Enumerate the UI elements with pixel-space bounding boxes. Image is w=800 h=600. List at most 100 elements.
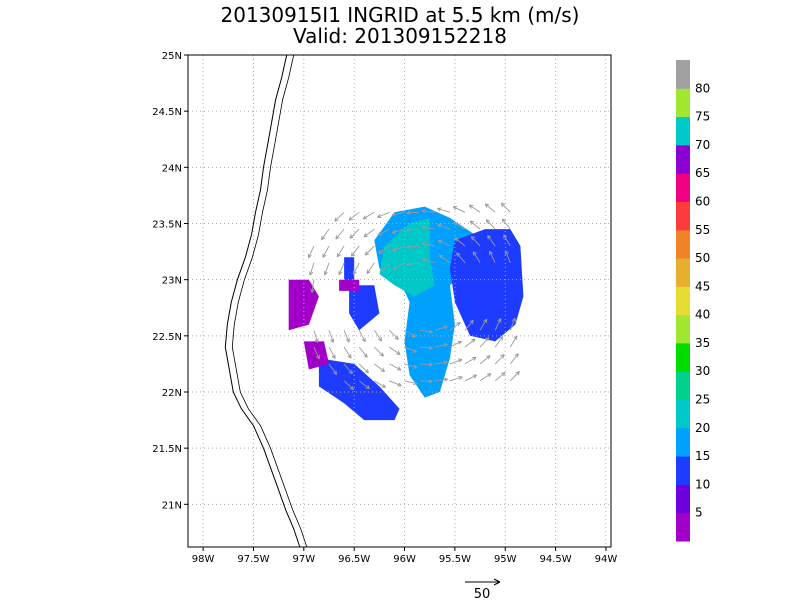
wind-vector-head xyxy=(454,237,459,242)
wind-vector-head xyxy=(470,235,476,241)
wind-vector xyxy=(484,203,496,213)
wind-vector xyxy=(358,329,366,343)
wind-vector xyxy=(321,228,330,240)
wind-vector-head xyxy=(456,321,461,327)
wind-vector xyxy=(362,211,375,220)
reference-vector-label: 50 xyxy=(474,587,491,600)
wind-vector-head xyxy=(498,336,504,341)
wind-vector-head xyxy=(511,317,516,323)
wind-vector-head xyxy=(379,268,385,273)
wind-vector xyxy=(358,363,369,374)
wind-vector-head xyxy=(310,288,315,293)
wind-vector-head xyxy=(443,343,448,348)
wind-vector-head xyxy=(471,338,476,343)
wind-vector xyxy=(509,353,519,365)
wind-vector xyxy=(419,380,433,382)
wind-vector xyxy=(509,335,518,348)
wind-vector xyxy=(311,279,315,293)
wind-vector-head xyxy=(377,213,382,218)
wind-vector-head xyxy=(322,253,327,258)
wind-vector xyxy=(464,338,476,348)
wind-vector xyxy=(380,262,390,273)
wind-vector-head xyxy=(421,225,426,230)
x-tick-labels: 98W 97.5W 97W 96.5W 96W 95.5W 95W 94.5W 94W xyxy=(192,554,618,565)
wind-vector-head xyxy=(309,271,314,276)
wind-vector-head xyxy=(348,369,353,375)
wind-vector-head xyxy=(406,262,411,267)
wind-vector xyxy=(503,234,511,247)
wind-vector xyxy=(421,226,435,230)
colorbar-swatch xyxy=(676,484,690,514)
wind-vector xyxy=(464,319,474,331)
colorbar-swatch xyxy=(676,399,690,429)
wind-vector-head xyxy=(381,383,386,388)
colorbar-label: 65 xyxy=(695,166,710,180)
wind-vector xyxy=(505,250,511,263)
wind-vector xyxy=(373,346,384,357)
reference-arrowhead xyxy=(493,578,501,586)
wind-vector-head xyxy=(515,371,520,376)
colorbar-swatch xyxy=(676,144,690,174)
wind-vector-head xyxy=(456,252,461,257)
wind-vector-head xyxy=(486,355,491,360)
colorbar-label: 60 xyxy=(695,195,710,209)
colorbar-label: 40 xyxy=(695,308,710,322)
wind-vector-head xyxy=(412,348,417,353)
y-tick-label: 22N xyxy=(162,388,182,399)
wind-vector-head xyxy=(437,239,443,244)
colorbar-swatch xyxy=(676,173,690,202)
wind-vector-head xyxy=(500,202,506,207)
colorbar-swatch xyxy=(676,88,690,118)
wind-vector-head xyxy=(472,374,478,379)
wind-vector xyxy=(437,208,451,213)
wind-vector-head xyxy=(439,254,444,259)
wind-vector xyxy=(313,346,320,360)
y-tick-label: 25N xyxy=(162,51,182,62)
wind-vector-head xyxy=(363,353,368,358)
wind-vector-head xyxy=(412,364,418,369)
colorbar-label: 15 xyxy=(695,449,710,463)
wind-vector xyxy=(439,254,451,264)
colorbar-label: 30 xyxy=(695,364,710,378)
wind-vector xyxy=(449,340,462,348)
wind-vector xyxy=(350,245,360,257)
wind-vector-head xyxy=(397,382,402,387)
wind-vector-head xyxy=(443,325,448,330)
x-tick-label: 95W xyxy=(494,554,517,565)
wind-vector-head xyxy=(469,319,474,325)
wind-vector-head xyxy=(349,385,354,391)
colorbar-swatch xyxy=(676,116,690,146)
wind-vector xyxy=(391,211,405,216)
wind-vector xyxy=(348,211,360,221)
y-tick-label: 23.5N xyxy=(152,219,182,230)
wind-vector xyxy=(479,355,491,365)
wind-vector xyxy=(377,211,390,218)
wind-vector-head xyxy=(497,318,502,323)
wind-vector-head xyxy=(361,337,366,343)
wind-vector xyxy=(309,262,315,276)
colorbar-swatch xyxy=(676,456,690,485)
wind-region-4 xyxy=(318,358,400,421)
plot-frame xyxy=(187,54,612,548)
wind-vector-head xyxy=(469,220,475,225)
y-tick-label: 21N xyxy=(162,500,182,511)
y-tick-label: 24.5N xyxy=(152,107,182,118)
wind-vector xyxy=(308,245,315,258)
wind-vector xyxy=(434,361,448,365)
wind-vector xyxy=(449,322,461,331)
wind-vector xyxy=(389,346,401,355)
wind-vector-head xyxy=(472,356,477,361)
wind-vector-head xyxy=(487,235,492,240)
reference-vector: 50 xyxy=(465,578,501,600)
wind-vector xyxy=(489,250,496,263)
wind-vector-head xyxy=(501,371,506,377)
wind-vector-head xyxy=(457,340,462,345)
wind-vector-head xyxy=(486,373,492,378)
y-tick-label: 23N xyxy=(162,276,182,287)
wind-region-7 xyxy=(303,341,329,370)
wind-vector-head xyxy=(514,353,519,358)
wind-vector xyxy=(419,346,433,349)
wind-vector xyxy=(377,228,390,236)
chart-subtitle: Valid: 201309152218 xyxy=(293,24,507,48)
